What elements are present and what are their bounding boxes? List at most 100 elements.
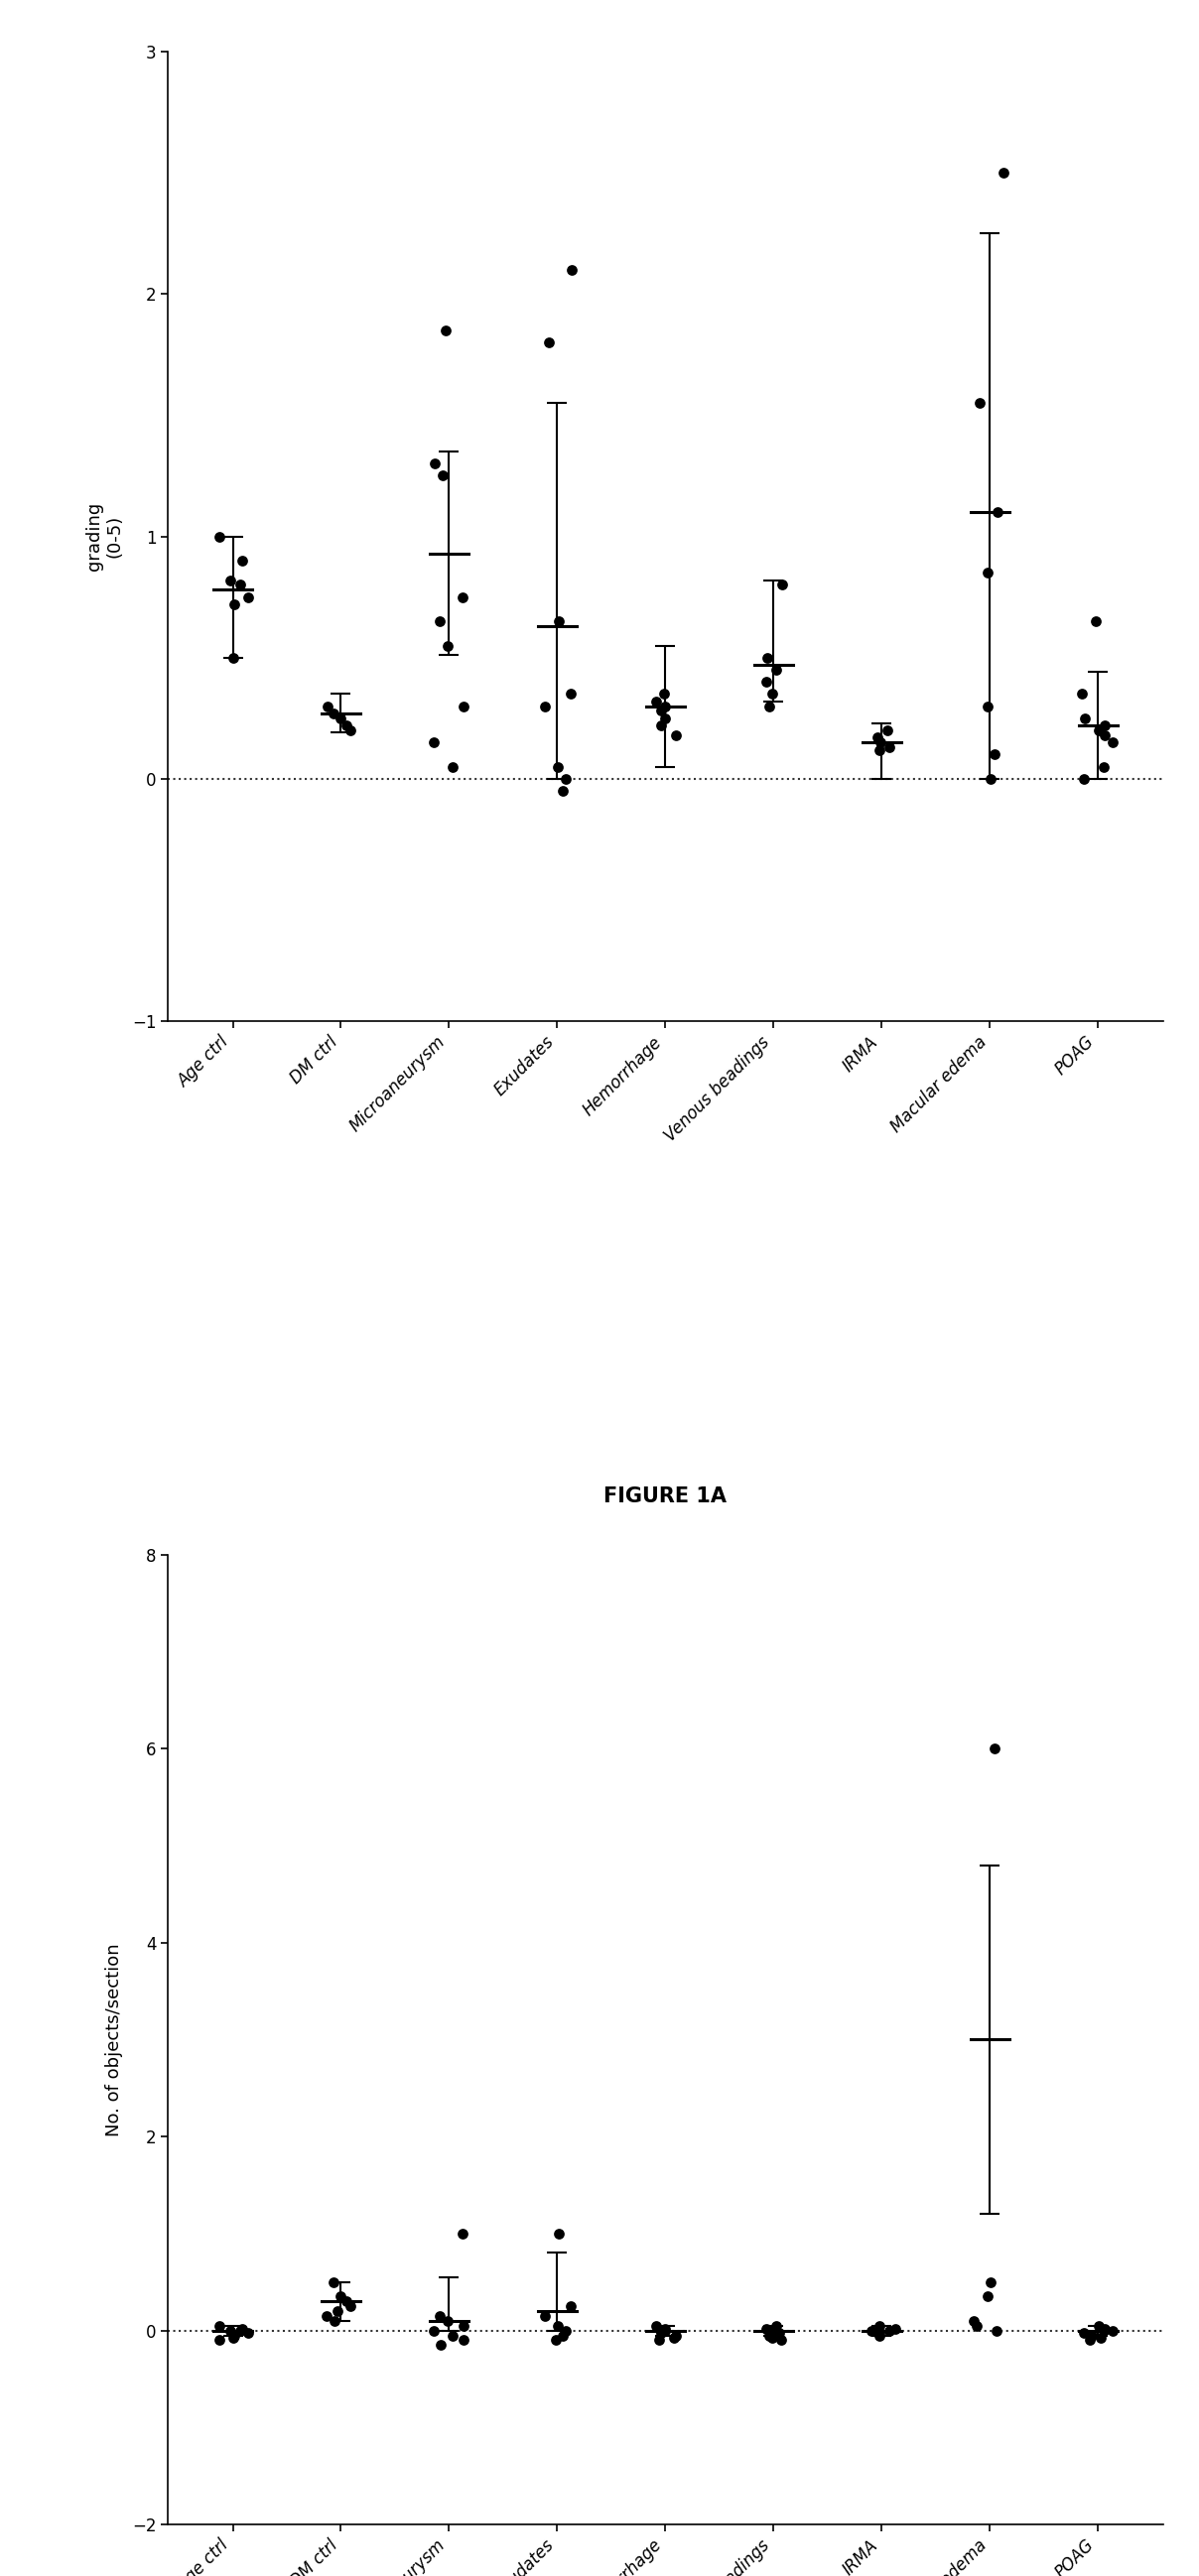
Point [1095,714,1114,755]
Point [869,729,888,770]
Point [994,152,1013,193]
Point [1072,672,1091,714]
Point [221,559,240,600]
Point [327,2290,347,2331]
Point [651,706,670,747]
Point [772,564,791,605]
Point [763,2311,782,2352]
Point [424,721,444,762]
Point [981,757,1000,799]
Point [656,2308,675,2349]
Point [210,2318,229,2360]
Point [978,551,998,592]
Point [1103,721,1122,762]
Point [549,2213,568,2254]
Point [453,685,472,726]
Point [239,577,258,618]
Point [453,577,472,618]
Point [438,2300,457,2342]
Point [757,662,776,703]
Point [1095,747,1114,788]
Point [342,711,361,752]
Point [1090,2306,1109,2347]
Point [324,2262,343,2303]
Point [224,2316,243,2357]
Point [239,2311,258,2352]
Point [435,309,454,350]
Point [548,2306,567,2347]
Point [324,693,343,734]
Point [342,2285,361,2326]
Point [1096,706,1115,747]
Point [862,2311,881,2352]
Point [1074,757,1093,799]
Point [553,770,572,811]
Point [1083,2316,1102,2357]
Point [1095,2311,1114,2352]
Point [553,2316,572,2357]
Point [646,680,665,721]
Point [556,757,576,799]
Point [221,2311,240,2352]
Point [230,564,249,605]
Point [878,711,897,752]
Point [454,2318,474,2360]
Point [977,2277,996,2318]
Point [331,2277,350,2318]
Point [652,690,671,732]
Point [869,2311,888,2352]
Point [442,747,462,788]
Point [233,541,252,582]
Point [880,2311,899,2352]
Point [766,2306,785,2347]
Point [651,2311,670,2352]
Point [981,2262,1000,2303]
Point [766,649,785,690]
Point [655,672,674,714]
Point [1095,2308,1114,2349]
Point [538,322,558,363]
Point [548,747,567,788]
Point [430,2324,450,2365]
Point [556,2311,576,2352]
Point [331,698,350,739]
Point [224,585,243,626]
Point [885,2308,904,2349]
Point [442,2316,462,2357]
Point [453,2306,472,2347]
Point [869,2306,888,2347]
Point [978,685,998,726]
Point [868,716,887,757]
Point [988,492,1007,533]
Point [561,672,580,714]
Point [655,2311,674,2352]
Point [869,2316,888,2357]
Point [650,2318,669,2360]
Point [430,600,450,641]
Point [970,381,989,422]
Point [759,2311,778,2352]
Point [763,672,782,714]
Point [667,2316,686,2357]
Point [549,600,568,641]
Point [337,706,356,747]
Point [233,2308,252,2349]
Point [968,2306,987,2347]
Point [424,2311,444,2352]
Point [771,2318,790,2360]
Point [536,685,555,726]
Point [453,2213,472,2254]
Point [325,2300,344,2342]
Point [758,636,777,677]
Point [210,2306,229,2347]
Y-axis label: No. of objects/section: No. of objects/section [106,1942,123,2136]
Point [964,2300,983,2342]
Point [430,2295,450,2336]
Point [656,685,675,726]
Point [562,250,582,291]
Point [1074,2311,1093,2352]
Point [655,698,674,739]
Point [1090,711,1109,752]
Point [769,2311,788,2352]
Point [759,685,778,726]
